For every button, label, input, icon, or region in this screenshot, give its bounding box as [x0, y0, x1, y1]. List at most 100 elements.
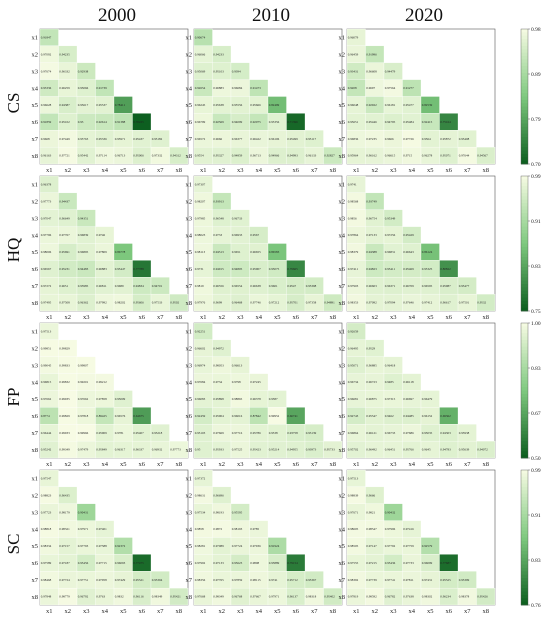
cell-value-label: 0.96116 [133, 595, 144, 599]
cell-value-label: 0.96422 [250, 137, 261, 141]
cell-value-label: 0.95964 [348, 154, 359, 158]
cell-value-label: 0.95651 [348, 120, 359, 124]
cell-value-label: 0.96864 [348, 431, 359, 435]
panel-fp-2020: 0.92659 0.96495 0.9529 0.95071 0.96885 0.9641… [339, 322, 496, 468]
y-tick-label: x7 [186, 283, 193, 290]
heatmap-cell [323, 587, 343, 606]
cell-value-label: 0.71396 [287, 120, 298, 124]
colorbar-segment [521, 304, 528, 309]
cell-value-label: 0.97746 [250, 301, 261, 305]
cell-value-label: 0.9668 [41, 137, 50, 141]
cell-value-label: 0.97996 [385, 527, 396, 531]
cell-value-label: 0.97644 [459, 154, 470, 158]
heatmap-cell [476, 146, 496, 165]
y-tick-label: x2 [339, 493, 346, 500]
colorbar-segment [521, 96, 528, 101]
colorbar-segment [521, 250, 528, 255]
colorbar-segment [521, 280, 528, 285]
cell-value-label: 0.96628 [41, 103, 52, 107]
x-tick-label: x8 [483, 461, 490, 468]
cell-value-label: 0.77788 [133, 267, 144, 271]
x-tick-label: x6 [139, 608, 146, 615]
cell-value-label: 0.94483 [78, 267, 89, 271]
cell-value-label: 0.97533 [152, 301, 163, 305]
colorbar-segment [521, 179, 528, 184]
cell-value-label: 0.98321 [59, 527, 70, 531]
y-tick-label: x6 [339, 413, 346, 420]
cell-value-label: 0.99045 [41, 363, 52, 367]
cell-value-label: 0.96106 [269, 137, 280, 141]
x-tick-label: x4 [102, 314, 109, 321]
cell-value-label: 0.9208 [348, 86, 357, 90]
cell-value-label: 0.92579 [422, 544, 433, 548]
colorbar-segment [521, 32, 528, 37]
colorbar-segment [521, 588, 528, 592]
cell-value-label: 0.69362 [440, 414, 451, 418]
cell-value-label: 0.95889 [269, 561, 280, 565]
cell-value-label: 0.96259 [59, 86, 70, 90]
cell-value-label: 0.96492 [366, 448, 377, 452]
cell-value-label: 0.97674 [41, 69, 52, 73]
colorbar-tick-label: 0.83 [531, 366, 541, 372]
panel-sc-2010: 0.97372 0.98631 0.96696 0.97534 0.98193 0.955… [186, 469, 343, 615]
cell-value-label: 0.96371 [385, 284, 396, 288]
colorbar-segment [521, 123, 528, 128]
y-tick-label: x4 [186, 526, 193, 533]
cell-value-label: 0.95398 [306, 284, 317, 288]
colorbar-tick-label: 0.83 [531, 558, 541, 564]
cell-value-label: 0.98193 [213, 510, 224, 514]
y-tick-label: x4 [339, 379, 346, 386]
x-tick-label: x8 [330, 461, 337, 468]
cell-value-label: 0.94966 [269, 154, 280, 158]
cell-value-label: 0.96245 [195, 103, 206, 107]
cell-value-label: 0.97564 [385, 86, 396, 90]
x-tick-label: x3 [237, 461, 244, 468]
row-titles: CS HQ FP SC [4, 93, 23, 555]
y-tick-label: x1 [339, 476, 346, 483]
cell-value-label: 0.97534 [195, 510, 206, 514]
cell-value-label: 0.97765 [213, 578, 224, 582]
cell-value-label: 0.96734 [348, 380, 359, 384]
y-tick-label: x4 [339, 526, 346, 533]
cell-value-label: 0.9741 [348, 183, 357, 187]
colorbar-segment [521, 366, 528, 371]
y-tick-label: x1 [186, 329, 193, 336]
y-tick-label: x7 [186, 136, 193, 143]
cell-value-label: 0.97588 [96, 544, 107, 548]
cell-value-label: 0.95477 [403, 103, 414, 107]
cell-value-label: 0.96554 [232, 284, 243, 288]
cell-value-label: 0.97971 [78, 527, 89, 531]
cell-value-label: 0.98605 [348, 527, 359, 531]
cell-value-label: 0.93 [78, 120, 84, 124]
cell-value-label: 0.95938 [459, 431, 470, 435]
x-tick-label: x3 [390, 314, 397, 321]
y-tick-label: x5 [186, 396, 193, 403]
x-tick-label: x4 [256, 167, 263, 174]
colorbar-segment [521, 424, 528, 429]
colorbar-segment [521, 199, 528, 204]
y-tick-label: x5 [186, 102, 193, 109]
panel-cs-2010: 0.90674 0.96066 0.94233 0.95069 0.95103 0.939… [186, 28, 343, 174]
cell-value-label: 0.99966 [78, 431, 89, 435]
cell-value-label: 0.95367 [306, 578, 317, 582]
cell-value-label: 0.94387 [59, 103, 70, 107]
cell-value-label: 0.96933 [232, 233, 243, 237]
cell-value-label: 0.96608 [366, 69, 377, 73]
cell-value-label: 0.9821 [366, 510, 375, 514]
x-tick-label: x3 [83, 167, 90, 174]
cell-value-label: 0.96615 [385, 154, 396, 158]
y-tick-label: x5 [339, 249, 346, 256]
x-tick-label: x2 [219, 608, 226, 615]
cell-value-label: 0.97662 [41, 397, 52, 401]
colorbar-segment [521, 441, 528, 445]
cell-value-label: 0.94805 [232, 267, 243, 271]
cell-value-label: 0.99833 [59, 363, 70, 367]
cell-value-label: 0.93973 [306, 448, 317, 452]
cell-value-label: 0.77475 [133, 561, 144, 565]
colorbar-segment [521, 387, 528, 391]
colorbar-segment [521, 219, 528, 224]
y-tick-label: x3 [186, 509, 193, 516]
cell-value-label: 0.94993 [287, 154, 298, 158]
colorbar-segment [521, 370, 528, 375]
y-tick-label: x6 [32, 413, 39, 420]
